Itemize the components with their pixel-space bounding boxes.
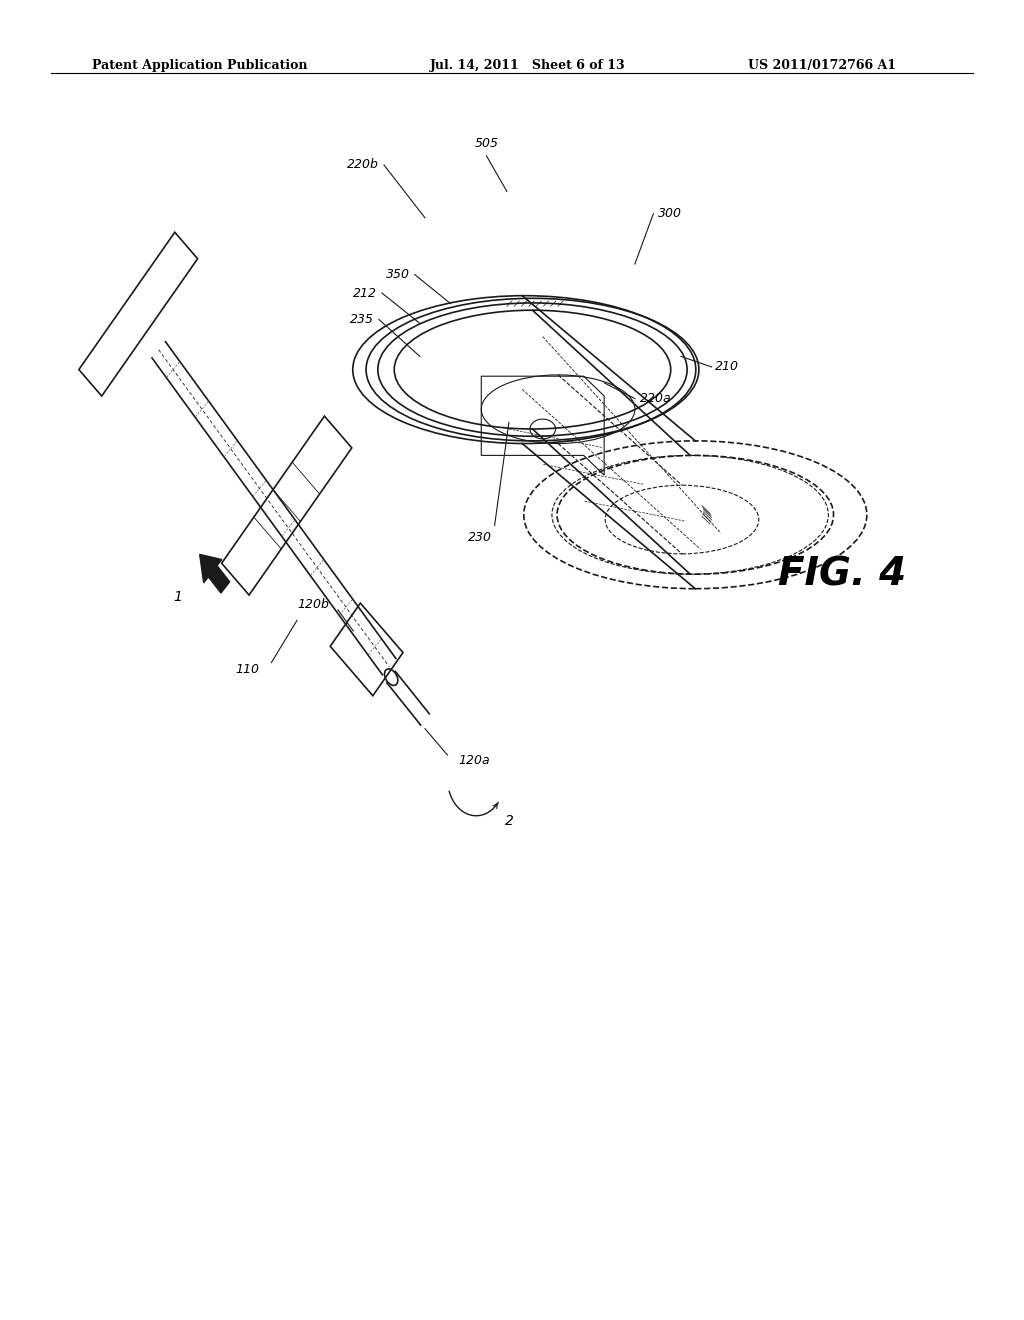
Text: 300: 300 [658, 207, 682, 220]
Text: 220a: 220a [640, 392, 672, 405]
Text: 120b: 120b [298, 598, 330, 611]
Text: 505: 505 [474, 137, 499, 150]
Text: Patent Application Publication: Patent Application Publication [92, 59, 307, 73]
Text: 230: 230 [468, 531, 492, 544]
Text: 212: 212 [353, 286, 377, 300]
Text: 110: 110 [236, 663, 259, 676]
Text: 350: 350 [386, 268, 410, 281]
Text: 220b: 220b [347, 158, 379, 172]
Text: 210: 210 [715, 360, 738, 374]
Text: 2: 2 [505, 814, 514, 828]
Text: 120a: 120a [459, 754, 490, 767]
Text: FIG. 4: FIG. 4 [778, 556, 906, 593]
Text: 235: 235 [350, 313, 374, 326]
Text: 1: 1 [173, 590, 182, 603]
Text: Jul. 14, 2011   Sheet 6 of 13: Jul. 14, 2011 Sheet 6 of 13 [430, 59, 626, 73]
FancyArrow shape [200, 554, 229, 593]
Text: US 2011/0172766 A1: US 2011/0172766 A1 [748, 59, 896, 73]
